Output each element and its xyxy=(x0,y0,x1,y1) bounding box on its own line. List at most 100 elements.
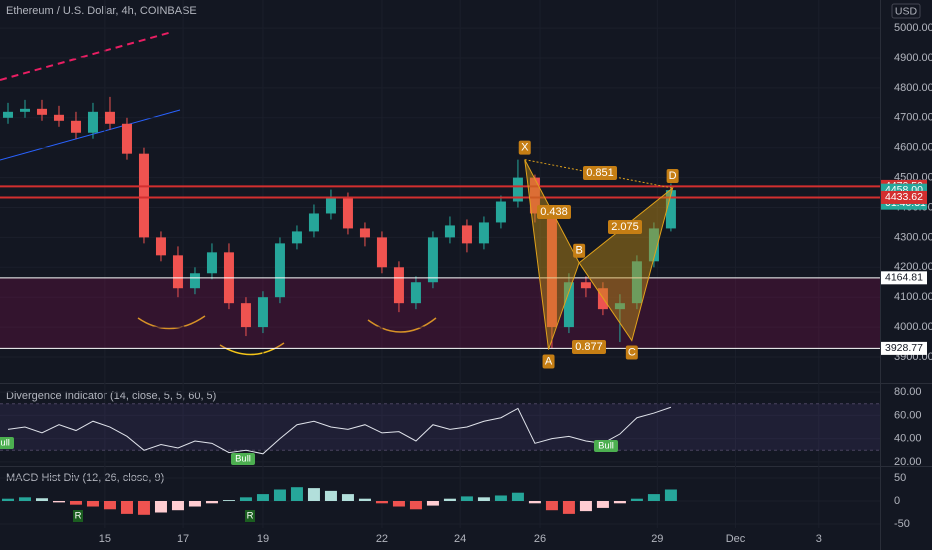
macd-bar xyxy=(324,490,337,502)
x-tick-label: 26 xyxy=(534,533,546,545)
candle-body xyxy=(342,198,353,229)
macd-bar xyxy=(256,494,269,502)
r-label: R xyxy=(247,511,254,522)
ratio-box xyxy=(572,340,606,354)
candle-body xyxy=(631,261,642,304)
y-tick-label: 4900.00 xyxy=(894,52,932,64)
x-tick-label: 19 xyxy=(257,533,269,545)
chart-title: Ethereum / U.S. Dollar, 4h, COINBASE xyxy=(6,5,197,17)
pattern-point xyxy=(542,354,555,369)
y-tick-label: 40.00 xyxy=(894,433,922,445)
macd-bar xyxy=(613,501,626,504)
candle-body xyxy=(546,213,557,328)
price-tag-label: 4433.62 xyxy=(885,191,923,203)
candle-body xyxy=(291,231,302,244)
y-tick-label: 80.00 xyxy=(894,386,922,398)
ratio-label: 0.438 xyxy=(540,206,568,218)
y-tick-label: 5000.00 xyxy=(894,22,932,34)
candle-body xyxy=(665,190,676,229)
candle-body xyxy=(308,213,319,232)
y-tick-label: 4300.00 xyxy=(894,231,932,243)
y-tick-label: 4700.00 xyxy=(894,112,932,124)
ratio-label: 2.075 xyxy=(611,221,639,233)
candle-body xyxy=(393,267,404,304)
candle-body xyxy=(427,237,438,283)
macd-bar xyxy=(52,501,65,503)
candle-body xyxy=(325,198,336,214)
bull-badge xyxy=(594,440,618,452)
pattern-leg xyxy=(524,159,673,189)
macd-bar xyxy=(341,494,354,502)
y-tick-label: 60.00 xyxy=(894,409,922,421)
shoulder-curve xyxy=(367,317,437,333)
y-tick-label: 0 xyxy=(894,495,900,507)
price-tag-label: 3928.77 xyxy=(885,342,923,354)
macd-bar xyxy=(647,494,660,502)
rsi-line xyxy=(7,406,672,455)
candle-body xyxy=(172,255,183,289)
candle-body xyxy=(36,108,47,115)
ratio-label: 0.877 xyxy=(575,341,603,353)
macd-bar xyxy=(154,501,167,513)
pattern-label: X xyxy=(521,142,529,154)
candle-body xyxy=(648,228,659,262)
r-badge xyxy=(245,510,255,522)
support-zone xyxy=(0,277,880,349)
y-tick-label: 4800.00 xyxy=(894,82,932,94)
y-tick-label: 50 xyxy=(894,472,906,484)
macd-bar xyxy=(511,492,524,502)
candle-body xyxy=(87,111,98,133)
macd-bar xyxy=(562,501,575,514)
candle-body xyxy=(2,111,13,118)
macd-bar xyxy=(579,501,592,512)
candle-body xyxy=(529,177,540,214)
y-tick-label: -50 xyxy=(894,518,910,530)
trend-line xyxy=(0,109,181,161)
x-tick-label: 3 xyxy=(816,533,822,545)
candle-body xyxy=(410,282,421,304)
bull-label: Bull xyxy=(235,454,251,465)
x-tick-label: Dec xyxy=(726,533,746,545)
pattern-label: D xyxy=(669,170,677,182)
macd-bar xyxy=(171,501,184,511)
candle-body xyxy=(274,243,285,298)
candle-body xyxy=(240,303,251,328)
candle-body xyxy=(495,201,506,223)
bull-badge xyxy=(0,437,14,449)
macd-bar xyxy=(273,489,286,502)
macd-bar xyxy=(103,501,116,510)
y-tick-label: 4200.00 xyxy=(894,261,932,273)
ratio-box xyxy=(537,205,571,219)
currency-box xyxy=(891,3,921,19)
macd-bar xyxy=(35,498,48,502)
x-tick-label: 22 xyxy=(376,533,388,545)
macd-bar xyxy=(528,501,541,504)
macd-bar xyxy=(239,497,252,502)
pattern-point xyxy=(518,140,531,155)
macd-bar xyxy=(426,501,439,506)
currency: USD xyxy=(895,5,918,17)
y-tick-label: 4600.00 xyxy=(894,142,932,154)
candle-body xyxy=(257,297,268,328)
macd-bar xyxy=(205,501,218,504)
candle-body xyxy=(563,282,574,328)
macd-bar xyxy=(494,495,507,502)
candle-body xyxy=(512,177,523,202)
macd-bar xyxy=(477,497,490,502)
bull-badge xyxy=(231,453,255,465)
shoulder-curve xyxy=(137,315,206,330)
pattern-point xyxy=(625,345,638,360)
y-tick-label: 20.00 xyxy=(894,456,922,468)
macd-bar xyxy=(443,498,456,502)
macd-bar xyxy=(188,501,201,507)
candle-body xyxy=(138,153,149,238)
macd-bar xyxy=(409,501,422,510)
macd-bar xyxy=(86,501,99,507)
candle-body xyxy=(444,225,455,238)
ratio-label: 0.851 xyxy=(586,167,614,179)
macd-bar xyxy=(358,498,371,502)
macd-bar xyxy=(545,501,558,511)
r-badge xyxy=(73,510,83,522)
macd-bar xyxy=(69,501,82,505)
